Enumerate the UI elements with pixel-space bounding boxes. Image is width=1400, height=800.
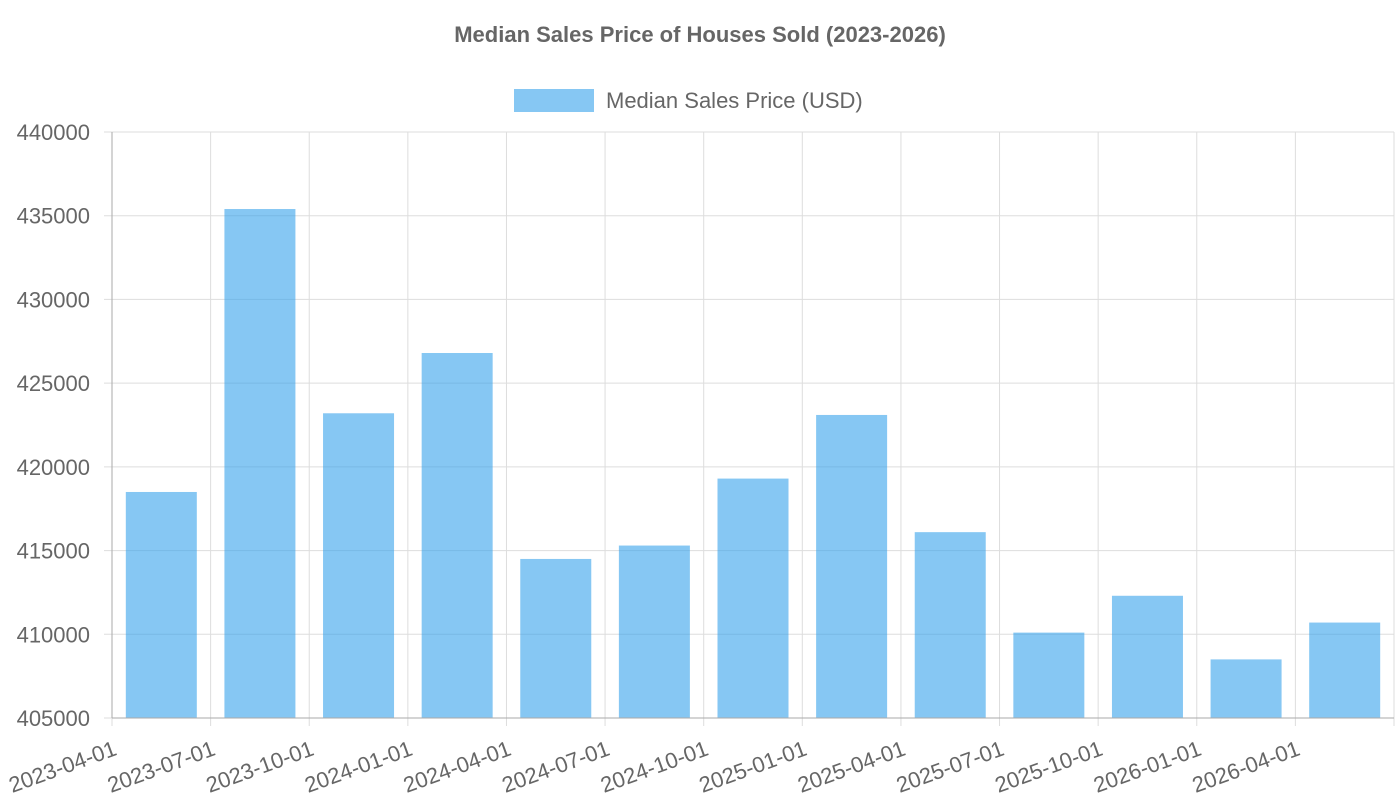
- x-tick-label: 2024-10-01: [597, 736, 711, 798]
- y-tick-label: 405000: [17, 706, 90, 731]
- bar-2025-10-01[interactable]: [1111, 595, 1183, 718]
- chart-title: Median Sales Price of Houses Sold (2023-…: [454, 22, 946, 47]
- bar-2025-04-01[interactable]: [914, 532, 986, 718]
- x-tick-label: 2024-07-01: [498, 736, 612, 798]
- x-tick-label: 2023-04-01: [5, 736, 119, 798]
- y-tick-label: 425000: [17, 371, 90, 396]
- bar-2024-04-01[interactable]: [520, 558, 592, 718]
- x-tick-label: 2025-07-01: [893, 736, 1007, 798]
- axes: [111, 132, 1394, 719]
- bar-2023-07-01[interactable]: [224, 209, 296, 718]
- x-tick-label: 2026-01-01: [1090, 736, 1204, 798]
- x-tick-label: 2024-01-01: [301, 736, 415, 798]
- y-tick-label: 410000: [17, 622, 90, 647]
- bar-2024-07-01[interactable]: [618, 545, 690, 718]
- x-tick-label: 2026-04-01: [1189, 736, 1303, 798]
- y-tick-label: 435000: [17, 204, 90, 229]
- bar-2024-10-01[interactable]: [717, 478, 789, 718]
- x-tick-label: 2024-04-01: [400, 736, 514, 798]
- bar-2025-01-01[interactable]: [816, 414, 888, 718]
- x-tick-label: 2025-10-01: [992, 736, 1106, 798]
- bar-2025-07-01[interactable]: [1013, 632, 1085, 718]
- x-tick-label: 2023-07-01: [104, 736, 218, 798]
- bar-2026-04-01[interactable]: [1309, 622, 1381, 718]
- y-tick-label: 430000: [17, 287, 90, 312]
- legend-label: Median Sales Price (USD): [606, 88, 863, 113]
- y-axis-tick-labels: 405000 410000 415000 420000 425000 430000 4350…: [17, 120, 90, 731]
- y-tick-label: 415000: [17, 539, 90, 564]
- bars: [125, 209, 1381, 718]
- x-axis-tick-labels: 2023-04-012023-07-012023-10-012024-01-01…: [5, 736, 1303, 798]
- bar-2023-04-01[interactable]: [125, 491, 197, 718]
- x-tick-label: 2023-10-01: [203, 736, 317, 798]
- legend-swatch: [514, 89, 594, 112]
- bar-2023-10-01[interactable]: [323, 413, 395, 718]
- grid-lines: [104, 131, 1395, 726]
- y-tick-label: 420000: [17, 455, 90, 480]
- y-tick-label: 440000: [17, 120, 90, 145]
- bar-2024-01-01[interactable]: [421, 353, 493, 718]
- bar-2026-01-01[interactable]: [1210, 659, 1282, 718]
- legend[interactable]: Median Sales Price (USD): [514, 88, 863, 113]
- x-tick-label: 2025-01-01: [696, 736, 810, 798]
- x-tick-label: 2025-04-01: [794, 736, 908, 798]
